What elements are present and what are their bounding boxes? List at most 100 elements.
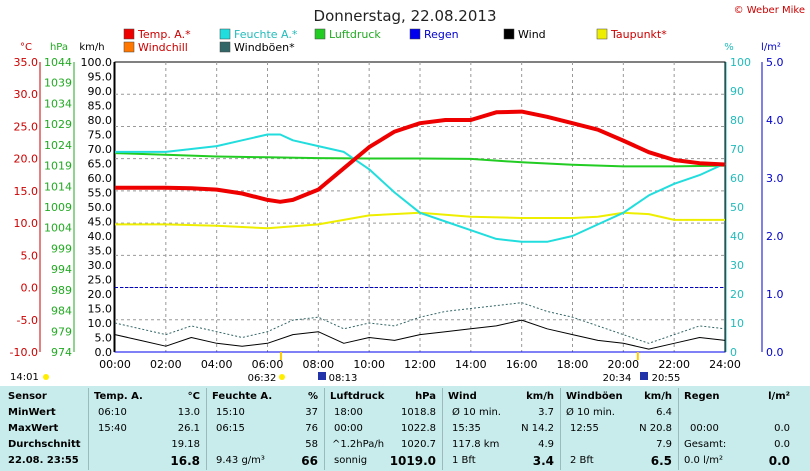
wind-avg10-value: 3.7	[538, 407, 554, 418]
now-label: 22.08. 23:55	[8, 455, 79, 466]
markers: 14:01 06:32 08:13 20:34 20:55	[10, 352, 680, 384]
wind-tick-label: 60.0	[88, 172, 113, 185]
legend-swatch	[409, 28, 421, 40]
temp-tick-label: 20.0	[14, 153, 39, 166]
press-tick-label: 1029	[44, 118, 72, 131]
rain-tick-label: 1.0	[766, 288, 784, 301]
press-tick-label: 1014	[44, 180, 72, 193]
legend-label: Windchill	[138, 41, 188, 54]
temp-tick-label: -10.0	[10, 346, 38, 359]
hum-tick-label: 50	[730, 201, 744, 214]
axes: 35.030.025.020.015.010.05.00.0-5.0-10.01…	[10, 56, 784, 371]
left-time-label: 14:01	[10, 372, 39, 383]
legend-swatch	[123, 41, 135, 53]
press-avg-value: 1020.7	[401, 439, 436, 450]
temp-min-time: 06:10	[98, 407, 127, 418]
press-tick-label: 1019	[44, 160, 72, 173]
press-tick-label: 1004	[44, 222, 72, 235]
hum-tick-label: 70	[730, 143, 744, 156]
temp-min-value: 13.0	[177, 407, 200, 418]
temp-avg-value: 19.18	[171, 439, 200, 450]
wind-tick-label: 85.0	[88, 100, 113, 113]
press-unit: hPa	[415, 391, 436, 402]
hum-avg-value: 58	[305, 439, 318, 450]
temp-unit: °C	[187, 391, 200, 402]
temp-now-value: 16.8	[170, 454, 200, 468]
legend-label: Feuchte A.*	[234, 28, 298, 41]
wind-tick-label: 70.0	[88, 143, 113, 156]
wind-tick-label: 65.0	[88, 158, 113, 171]
wind-tick-label: 25.0	[88, 274, 113, 287]
temp-tick-label: 30.0	[14, 88, 39, 101]
sunset-label: 20:34	[603, 373, 632, 384]
press-tick-label: 989	[51, 284, 72, 297]
legend-swatch	[219, 41, 231, 53]
rain-total-value: 0.0	[774, 439, 790, 450]
gust-max-time: 12:55	[570, 423, 599, 434]
moon-icon	[640, 372, 648, 380]
stats-panel: Sensor MinWert MaxWert Durchschnitt 22.0…	[0, 386, 810, 471]
wind-max-time: 15:35	[452, 423, 481, 434]
rain-tick-label: 3.0	[766, 172, 784, 185]
hum-max-time: 06:15	[216, 423, 245, 434]
wind-tick-label: 20.0	[88, 288, 113, 301]
hum-tick-label: 40	[730, 230, 744, 243]
wind-tick-label: 95.0	[88, 71, 113, 84]
legend-label: Wind	[518, 28, 546, 41]
gust-unit: km/h	[644, 391, 672, 402]
temp-header: Temp. A.	[94, 391, 143, 402]
hum-axis-unit: %	[724, 42, 734, 53]
rain-max-value: 0.0	[774, 423, 790, 434]
temp-max-time: 15:40	[98, 423, 127, 434]
rain-unit: l/m²	[768, 391, 790, 402]
wind-now-value: 3.4	[532, 454, 554, 468]
press-now-value: 1019.0	[389, 454, 436, 468]
legend-swatch	[314, 28, 326, 40]
press-tick-label: 974	[51, 346, 72, 359]
legend: Temp. A.* Feuchte A.* Luftdruck Regen Wind Ta…	[123, 28, 667, 54]
copyright: © Weber Mike	[734, 5, 805, 16]
wind-tick-label: 50.0	[88, 201, 113, 214]
press-tick-label: 1039	[44, 77, 72, 90]
legend-label: Luftdruck	[329, 28, 381, 41]
temp-tick-label: 0.0	[21, 282, 39, 295]
wind-tick-label: 80.0	[88, 114, 113, 127]
temp-tick-label: 25.0	[14, 120, 39, 133]
wind-tick-label: 0.0	[95, 346, 113, 359]
wind-tick-label: 35.0	[88, 245, 113, 258]
hum-unit: %	[307, 391, 318, 402]
legend-swatch	[596, 28, 608, 40]
hum-tick-label: 100	[730, 56, 751, 69]
min-label: MinWert	[8, 407, 56, 418]
max-label: MaxWert	[8, 423, 59, 434]
gust-header: Windböen	[566, 391, 623, 402]
legend-label: Regen	[424, 28, 459, 41]
hum-min-time: 15:10	[216, 407, 245, 418]
x-tick-label: 14:00	[455, 358, 487, 371]
temp-tick-label: 35.0	[14, 56, 39, 69]
chart-title: Donnerstag, 22.08.2013	[314, 7, 497, 25]
gust-avg-value: 7.9	[656, 439, 672, 450]
sun-icon	[279, 374, 285, 380]
rain-now-value: 0.0	[768, 454, 790, 468]
press-tick-label: 1034	[44, 97, 72, 110]
wind-header: Wind	[448, 391, 477, 402]
wind-tick-label: 100.0	[81, 56, 113, 69]
sunrise2-label: 08:13	[329, 373, 358, 384]
sunset2-label: 20:55	[652, 373, 681, 384]
wind-tick-label: 10.0	[88, 317, 113, 330]
x-tick-label: 22:00	[658, 358, 690, 371]
gust-bft: 2 Bft	[570, 455, 594, 466]
temp-tick-label: 10.0	[14, 217, 39, 230]
wind-tick-label: 90.0	[88, 85, 113, 98]
press-min-value: 1018.8	[401, 407, 436, 418]
gust-line	[114, 302, 726, 344]
x-tick-label: 20:00	[607, 358, 639, 371]
x-tick-label: 16:00	[506, 358, 538, 371]
legend-label: Windböen*	[234, 41, 295, 54]
temp-tick-label: -5.0	[17, 314, 38, 327]
grid	[114, 61, 726, 353]
press-tick-label: 1044	[44, 56, 72, 69]
legend-swatch	[123, 28, 135, 40]
legend-label: Temp. A.*	[137, 28, 191, 41]
